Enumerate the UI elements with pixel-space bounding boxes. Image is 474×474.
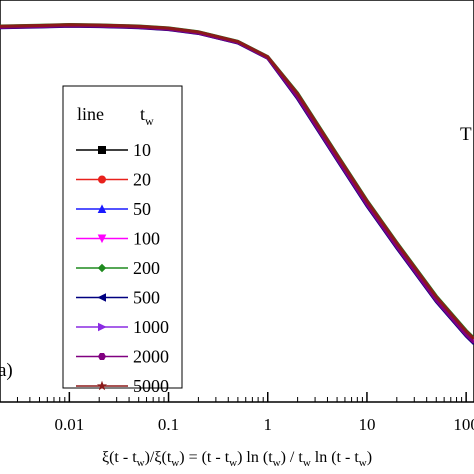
xlabel-part-7: ) — [367, 449, 372, 466]
series-line-5000 — [0, 23, 474, 340]
legend-marker-50 — [97, 204, 107, 213]
legend-box — [62, 85, 183, 389]
legend-label-5000: 5000 — [133, 376, 169, 396]
legend-label-2000: 2000 — [133, 347, 169, 367]
legend-marker-5000 — [96, 380, 108, 391]
xlabel-part-5: ) / t — [281, 449, 304, 466]
legend-header-tw-sub: w — [145, 114, 154, 128]
xlabel-part-2: )/ξ(t — [145, 449, 172, 466]
legend-label-10: 10 — [133, 140, 151, 160]
x-tick-label-0.01: 0.01 — [54, 415, 84, 434]
legend-marker-200 — [97, 263, 107, 273]
legend-marker-1000 — [98, 322, 107, 332]
x-axis-label: ξ(t - tw)/ξ(tw) = (t - tw) ln (tw) / tw … — [102, 449, 372, 469]
legend-header-line: line — [77, 104, 104, 124]
x-tick-label-10: 10 — [358, 415, 375, 434]
xlabel-sub-6: w — [359, 457, 367, 469]
plot-frame — [0, 0, 474, 403]
legend-label-20: 20 — [133, 170, 151, 190]
legend-marker-500 — [97, 293, 106, 302]
xlabel-sub-2: w — [171, 457, 179, 469]
xlabel-sub-3: w — [229, 457, 237, 469]
xlabel-part-4: ) ln (t — [237, 449, 273, 466]
legend-label-50: 50 — [133, 199, 151, 219]
legend-marker-2000 — [97, 352, 107, 361]
legend: line tw 10 20 50 100 200 500 1000 2000 5000 — [62, 85, 183, 396]
legend-entries: 10 20 50 100 200 500 1000 2000 5000 — [76, 140, 169, 396]
legend-label-100: 100 — [133, 229, 160, 249]
xlabel-sub-1: w — [137, 457, 145, 469]
x-tick-label-1: 1 — [263, 415, 272, 434]
x-tick-label-100: 100 — [453, 415, 474, 434]
legend-label-500: 500 — [133, 288, 160, 308]
panel-label: a) — [0, 360, 13, 381]
legend-marker-20 — [98, 175, 107, 184]
legend-marker-10 — [98, 146, 106, 154]
x-tick-label-0.1: 0.1 — [158, 415, 179, 434]
xlabel-sub-5: w — [303, 457, 311, 469]
legend-header-tw-main: t — [140, 104, 145, 124]
xlabel-part-3: ) = (t - t — [179, 449, 229, 466]
xlabel-part-6: ln (t - t — [311, 449, 360, 466]
legend-header-tw: tw — [140, 104, 154, 128]
xlabel-sub-4: w — [273, 457, 281, 469]
xlabel-part-1: ξ(t - t — [102, 449, 137, 466]
x-axis-ticks: 0.01 0.1 1 10 100 — [0, 392, 474, 434]
data-curves — [0, 22, 474, 345]
annotation-right: T — [460, 124, 472, 145]
legend-label-1000: 1000 — [133, 317, 169, 337]
legend-marker-100 — [97, 234, 107, 244]
legend-label-200: 200 — [133, 258, 160, 278]
